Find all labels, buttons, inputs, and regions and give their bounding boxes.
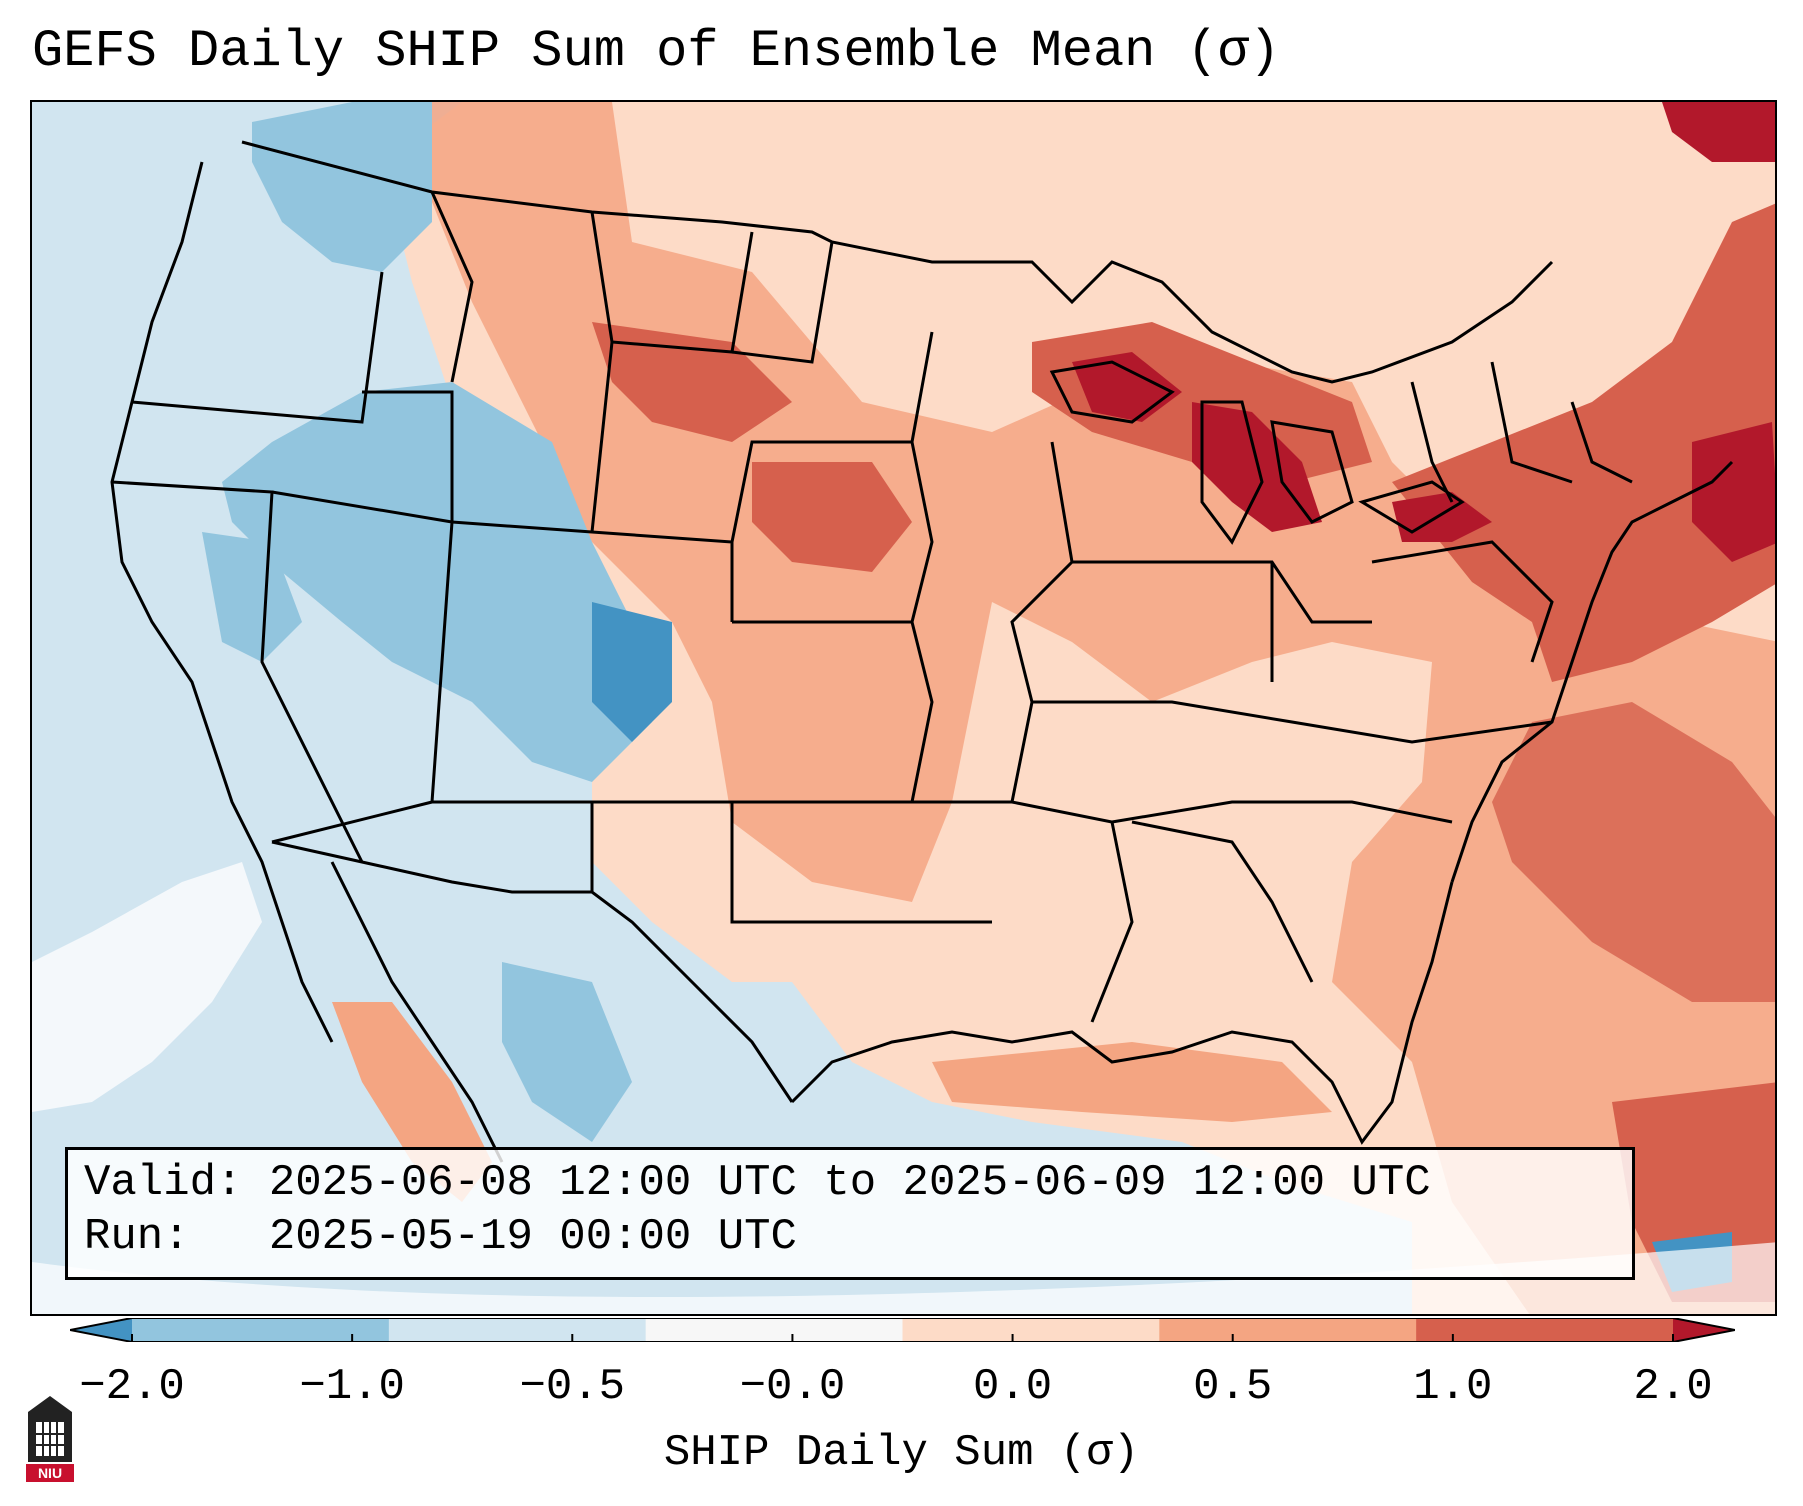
colorbar-tick-label: 1.0 bbox=[1413, 1362, 1493, 1412]
colorbar-tick-label: 2.0 bbox=[1633, 1362, 1713, 1412]
colorbar bbox=[70, 1318, 1735, 1342]
colorbar-segment bbox=[1416, 1318, 1674, 1342]
colorbar-extend-high bbox=[1673, 1318, 1735, 1342]
colorbar-tick-label: 0.5 bbox=[1193, 1362, 1273, 1412]
colorbar-extend-low bbox=[70, 1318, 132, 1342]
valid-run-info-box: Valid: 2025-06-08 12:00 UTC to 2025-06-0… bbox=[65, 1147, 1635, 1280]
colorbar-segment bbox=[902, 1318, 1160, 1342]
valid-label: Valid: bbox=[84, 1158, 243, 1208]
colorbar-segment bbox=[388, 1318, 647, 1342]
colorbar-segment bbox=[645, 1318, 903, 1342]
anomaly-field bbox=[32, 102, 1775, 1314]
run-label: Run: bbox=[84, 1212, 190, 1262]
niu-logo-icon: NIU bbox=[26, 1396, 74, 1482]
colorbar-tick-label: −2.0 bbox=[79, 1362, 185, 1412]
colorbar-segment bbox=[132, 1318, 390, 1342]
run-value: 2025-05-19 00:00 UTC bbox=[268, 1212, 797, 1262]
map-title: GEFS Daily SHIP Sum of Ensemble Mean (σ) bbox=[32, 22, 1281, 81]
logo-text: NIU bbox=[38, 1465, 62, 1481]
map-panel bbox=[30, 100, 1777, 1316]
colorbar-label: SHIP Daily Sum (σ) bbox=[663, 1428, 1140, 1478]
colorbar-tick-label: −1.0 bbox=[299, 1362, 405, 1412]
valid-value: 2025-06-08 12:00 UTC to 2025-06-09 12:00… bbox=[268, 1158, 1431, 1208]
colorbar-segment bbox=[1159, 1318, 1417, 1342]
colorbar-tick-label: −0.0 bbox=[739, 1362, 846, 1412]
colorbar-tick-label: −0.5 bbox=[519, 1362, 626, 1412]
colorbar-tick-label: 0.0 bbox=[972, 1362, 1053, 1412]
